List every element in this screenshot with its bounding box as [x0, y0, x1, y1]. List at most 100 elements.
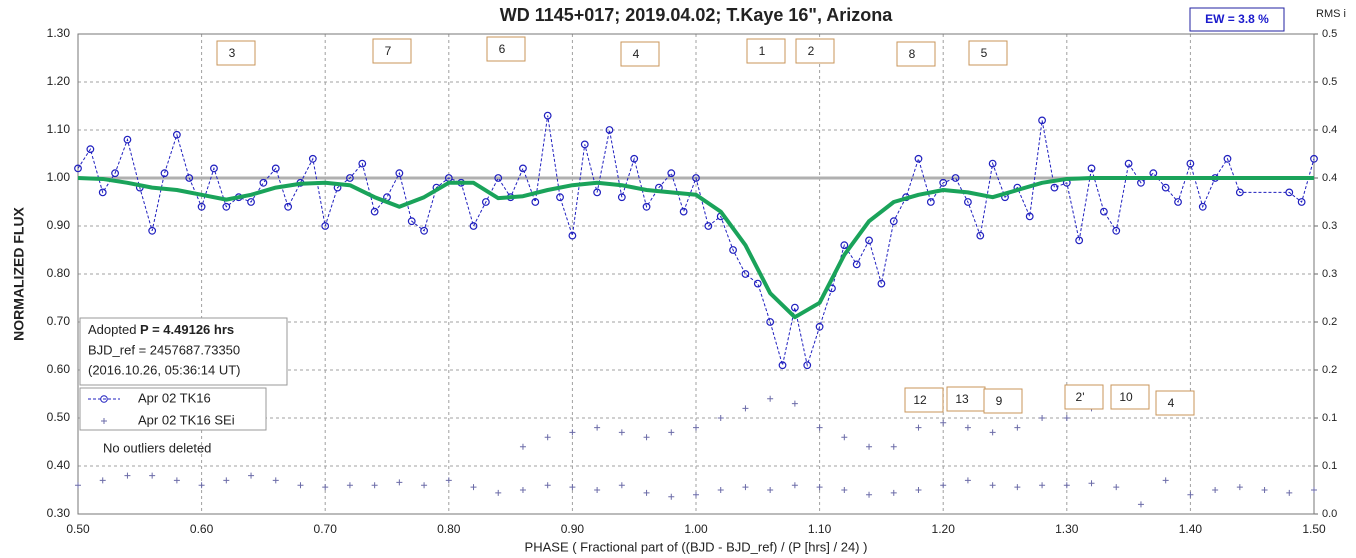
data-point — [964, 477, 971, 484]
x-tick-label: 1.30 — [1055, 522, 1079, 536]
x-tick-label: 0.50 — [66, 522, 90, 536]
y2-tick-label: 0.0 — [1322, 508, 1337, 520]
data-point — [841, 434, 848, 441]
data-point — [791, 400, 798, 407]
data-point — [643, 434, 650, 441]
annotation-box — [968, 40, 1008, 66]
chart-title: WD 1145+017; 2019.04.02; T.Kaye 16", Ari… — [500, 5, 894, 25]
data-point — [618, 482, 625, 489]
data-point — [717, 487, 724, 493]
data-point — [371, 482, 378, 489]
data-point — [976, 231, 985, 240]
data-point — [1025, 212, 1034, 221]
data-point — [790, 303, 799, 312]
data-point — [605, 126, 614, 134]
x-tick-label: 0.70 — [314, 522, 338, 536]
y2-tick-label: 0.3 — [1322, 220, 1337, 232]
data-point — [889, 217, 898, 226]
annotation-box — [746, 38, 786, 64]
data-point — [865, 236, 873, 245]
data-point — [1063, 482, 1070, 489]
data-point — [989, 482, 996, 489]
data-point — [1099, 207, 1108, 216]
y-tick-label: 1.00 — [47, 170, 71, 184]
annotation-box — [1155, 390, 1195, 416]
data-point — [643, 489, 650, 496]
data-point — [160, 169, 169, 178]
data-point — [816, 484, 823, 491]
data-point — [630, 154, 639, 163]
y-tick-label: 0.60 — [47, 362, 71, 376]
x-axis-label: PHASE ( Fractional part of ((BJD - BJD_r… — [525, 539, 868, 554]
info-line: (2016.10.26, 05:36:14 UT) — [88, 362, 241, 377]
annotation-box — [372, 38, 412, 64]
annotation-box — [1064, 384, 1104, 410]
data-point — [495, 489, 502, 496]
data-point — [297, 482, 304, 489]
series-line — [77, 115, 1315, 368]
data-point — [544, 434, 551, 441]
info-line: Adopted P = 4.49126 hrs — [88, 322, 234, 337]
data-point — [197, 202, 206, 211]
data-point — [580, 140, 589, 149]
data-point — [1261, 487, 1268, 493]
data-point — [1137, 501, 1144, 508]
data-point — [1285, 188, 1294, 197]
data-point — [693, 424, 699, 431]
data-point — [1014, 484, 1021, 491]
data-point — [890, 443, 897, 450]
data-point — [1174, 198, 1182, 206]
data-point — [259, 178, 268, 187]
data-point — [816, 424, 823, 431]
data-point — [111, 169, 119, 178]
data-point — [569, 484, 576, 491]
data-point — [840, 241, 849, 250]
y-tick-label: 0.80 — [47, 266, 71, 280]
data-point — [1149, 169, 1158, 178]
ew-text: EW = 3.8 % — [1205, 12, 1269, 26]
data-point — [123, 135, 132, 144]
data-point — [890, 489, 897, 496]
legend-box — [79, 387, 267, 431]
data-point — [149, 472, 156, 479]
data-point — [519, 443, 526, 450]
data-point — [568, 231, 577, 240]
data-point — [729, 246, 737, 254]
data-point — [1112, 226, 1121, 235]
data-point — [185, 174, 194, 182]
data-point — [766, 318, 775, 326]
data-point — [1162, 477, 1169, 484]
data-point — [939, 178, 948, 187]
data-point — [940, 482, 947, 489]
y-tick-label: 0.30 — [47, 506, 71, 520]
x-tick-label: 0.60 — [190, 522, 214, 536]
data-point — [1311, 487, 1317, 493]
data-point — [556, 193, 564, 202]
legend-marker — [101, 418, 107, 424]
y-tick-label: 1.20 — [47, 74, 71, 88]
annotation-label: 12 — [913, 393, 927, 407]
data-point — [704, 222, 713, 230]
data-point — [210, 164, 218, 173]
data-point — [951, 174, 960, 182]
data-point — [1235, 188, 1244, 197]
data-point — [767, 487, 774, 493]
data-point — [99, 477, 106, 484]
data-point — [717, 415, 724, 421]
data-point — [594, 487, 601, 493]
data-point — [1039, 415, 1046, 421]
data-point — [124, 472, 131, 479]
note: No outliers deleted — [103, 440, 211, 455]
data-point — [519, 164, 527, 173]
data-point — [693, 491, 699, 498]
data-point — [1088, 480, 1095, 487]
data-point — [223, 477, 230, 484]
data-point — [308, 154, 317, 163]
data-point — [753, 279, 762, 288]
data-point — [247, 198, 255, 206]
data-point — [815, 322, 824, 331]
annotation-box — [983, 388, 1023, 414]
annotation-label: 4 — [1168, 396, 1175, 410]
y-tick-label: 1.30 — [47, 26, 71, 40]
data-point — [742, 405, 749, 412]
